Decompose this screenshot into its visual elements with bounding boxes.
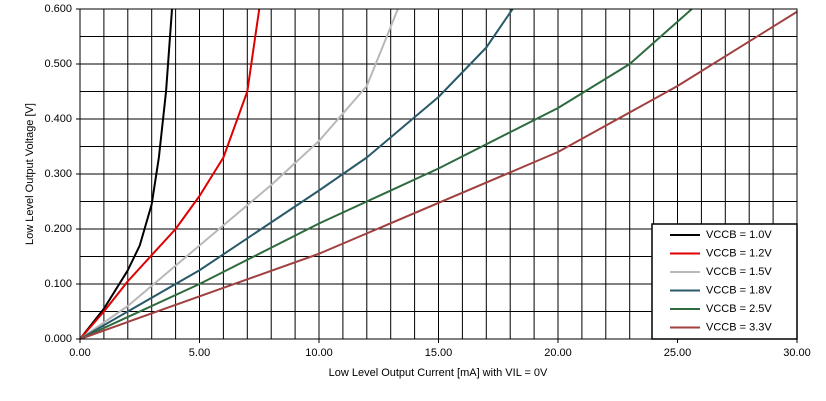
series-line <box>79 8 261 340</box>
x-tick-label: 5.00 <box>189 347 210 359</box>
legend-label: VCCB = 2.5V <box>706 303 772 315</box>
x-tick-label: 30.00 <box>783 347 811 359</box>
y-tick-label: 0.400 <box>44 113 72 125</box>
x-tick-label: 15.00 <box>425 347 453 359</box>
y-tick-label: 0.300 <box>44 168 72 180</box>
x-tick-label: 10.00 <box>305 347 333 359</box>
y-tick-label: 0.100 <box>44 278 72 290</box>
plot-border <box>79 8 798 340</box>
series-line <box>79 8 399 340</box>
legend-label: VCCB = 1.8V <box>706 284 772 296</box>
y-tick-label: 0.600 <box>44 3 72 15</box>
legend-label: VCCB = 1.0V <box>706 229 772 241</box>
legend-label: VCCB = 3.3V <box>706 321 772 333</box>
legend-label: VCCB = 1.5V <box>706 266 772 278</box>
x-tick-label: 25.00 <box>664 347 692 359</box>
x-axis-label: Low Level Output Current [mA] with VIL =… <box>329 367 548 379</box>
series-line <box>79 10 798 340</box>
y-tick-label: 0.200 <box>44 223 72 235</box>
series-line <box>79 8 514 340</box>
y-tick-label: 0.000 <box>44 333 72 345</box>
x-tick-label: 20.00 <box>544 347 572 359</box>
series-line <box>79 8 174 340</box>
series-line <box>79 8 693 340</box>
legend-label: VCCB = 1.2V <box>706 247 772 259</box>
x-tick-label: 0.00 <box>69 347 90 359</box>
y-axis-label: Low Level Output Voltage [V] <box>24 103 36 245</box>
y-tick-label: 0.500 <box>44 58 72 70</box>
